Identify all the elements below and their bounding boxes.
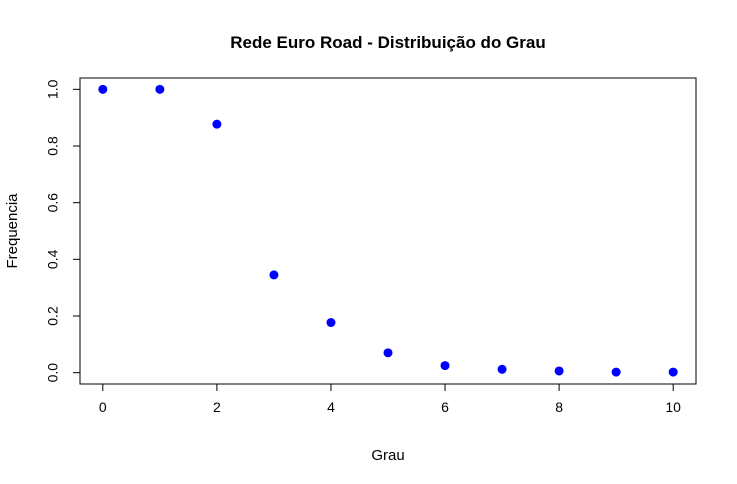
data-points	[98, 84, 678, 377]
data-point	[554, 366, 564, 376]
data-point	[212, 119, 222, 129]
x-tick-label: 4	[327, 399, 335, 415]
data-point	[98, 84, 108, 94]
data-point	[497, 364, 507, 374]
data-point	[269, 270, 279, 280]
x-axis-label: Grau	[371, 447, 404, 464]
y-tick-label: 0.4	[45, 249, 61, 269]
data-point	[383, 348, 393, 358]
data-point	[440, 361, 450, 371]
y-tick-label: 1.0	[45, 79, 61, 99]
y-axis-label: Frequencia	[4, 193, 21, 269]
y-tick-label: 0.6	[45, 193, 61, 213]
chart-title: Rede Euro Road - Distribuição do Grau	[230, 33, 545, 52]
x-tick-label: 8	[555, 399, 563, 415]
y-tick-label: 0.8	[45, 136, 61, 156]
x-axis: 0 2 4 6 8 10	[99, 383, 681, 415]
y-tick-label: 0.0	[45, 363, 61, 383]
x-tick-label: 6	[441, 399, 449, 415]
x-tick-label: 0	[99, 399, 107, 415]
data-point	[326, 318, 336, 328]
y-tick-label: 0.2	[45, 306, 61, 326]
data-point	[155, 84, 165, 94]
plot-frame	[79, 77, 697, 385]
data-point	[611, 367, 621, 377]
y-axis: 0.0 0.2 0.4 0.6 0.8 1.0	[45, 79, 81, 383]
data-point	[668, 367, 678, 377]
x-tick-label: 2	[213, 399, 221, 415]
x-tick-label: 10	[665, 399, 681, 415]
